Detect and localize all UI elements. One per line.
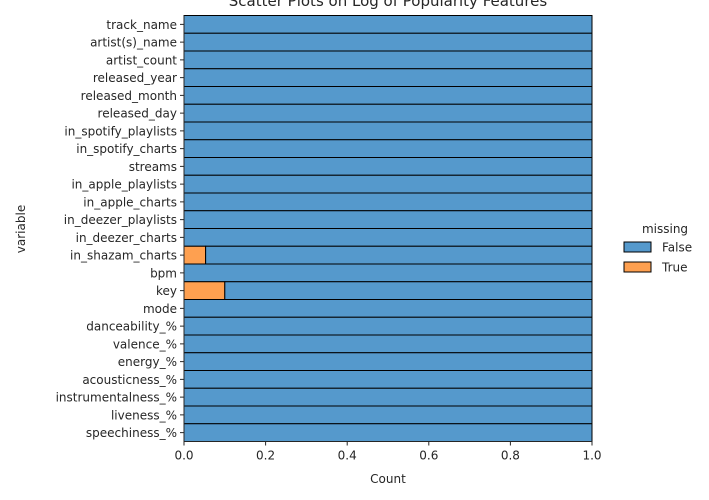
y-tick-label: in_deezer_charts (76, 231, 177, 245)
bar-false-5 (183, 103, 593, 123)
bar-false-4 (183, 86, 593, 105)
legend-label-true: True (661, 261, 688, 275)
y-tick-label: speechiness_% (86, 426, 177, 440)
legend-title: missing (642, 222, 688, 236)
bars-layer (183, 15, 593, 442)
bar-false-6 (183, 121, 593, 141)
y-tick-label: liveness_% (111, 408, 177, 422)
legend-swatch-false (623, 241, 652, 253)
bar-false-3 (183, 68, 593, 87)
bar-false-13 (205, 245, 593, 265)
bar-false-21 (183, 387, 593, 407)
y-tick-label: artist_count (106, 53, 177, 67)
bar-false-12 (183, 228, 593, 247)
x-axis-label: Count (370, 472, 406, 486)
y-tick-label: in_apple_charts (83, 195, 177, 209)
bar-false-15 (224, 281, 593, 300)
bar-false-20 (183, 370, 593, 389)
y-tick-label: energy_% (118, 355, 177, 369)
y-tick-label: streams (129, 160, 177, 174)
bar-false-0 (183, 15, 593, 34)
y-tick-label: danceability_% (86, 320, 177, 334)
x-tick-label: 0.4 (338, 449, 357, 463)
y-tick-label: instrumentalness_% (56, 391, 177, 405)
y-tick-label: bpm (150, 266, 177, 280)
y-tick-label: in_spotify_playlists (64, 124, 177, 138)
bar-false-9 (183, 174, 593, 194)
x-tick-label: 1.0 (582, 449, 601, 463)
y-axis-label: variable (14, 205, 28, 253)
y-tick-label: released_month (81, 89, 177, 103)
y-axis: track_name artist(s)_name artist_countrele… (56, 15, 185, 442)
y-tick-label: in_apple_playlists (71, 178, 177, 192)
y-tick-label: valence_% (113, 337, 177, 351)
bar-false-16 (183, 299, 593, 318)
bar-false-7 (183, 139, 593, 158)
bar-true-13 (183, 245, 207, 265)
bar-false-17 (183, 316, 593, 336)
legend-swatch-true (623, 261, 652, 273)
y-tick-label: track_name (106, 18, 177, 32)
y-tick-label: in_deezer_playlists (64, 213, 177, 227)
bar-true-15 (183, 281, 226, 300)
x-axis: 0.0 0.2 0.4 0.6 0.8 1.0 (174, 441, 602, 463)
legend: missing False True (623, 222, 692, 275)
bar-false-1 (183, 32, 593, 52)
y-tick-label: in_shazam_charts (70, 249, 177, 263)
y-tick-label: released_year (93, 71, 177, 85)
x-tick-label: 0.6 (419, 449, 438, 463)
legend-label-false: False (662, 241, 692, 255)
bar-false-10 (183, 192, 593, 212)
x-tick-label: 0.2 (256, 449, 275, 463)
y-tick-label: released_day (98, 107, 177, 121)
bar-false-23 (183, 423, 593, 442)
y-tick-label: mode (143, 302, 177, 316)
x-tick-label: 0.0 (174, 449, 193, 463)
y-tick-label: artist(s)_name (90, 36, 177, 50)
bar-false-2 (183, 50, 593, 70)
bar-false-11 (183, 210, 593, 229)
bar-false-22 (183, 405, 593, 425)
bar-false-14 (183, 263, 593, 283)
x-tick-label: 0.8 (501, 449, 520, 463)
y-tick-label: acousticness_% (82, 373, 177, 387)
y-tick-label: key (156, 284, 177, 298)
bar-false-8 (183, 157, 593, 176)
bar-false-18 (183, 334, 593, 354)
bar-false-19 (183, 352, 593, 371)
y-tick-label: in_spotify_charts (76, 142, 177, 156)
chart-title: Scatter Plots on Log of Popularity Featu… (229, 0, 548, 10)
